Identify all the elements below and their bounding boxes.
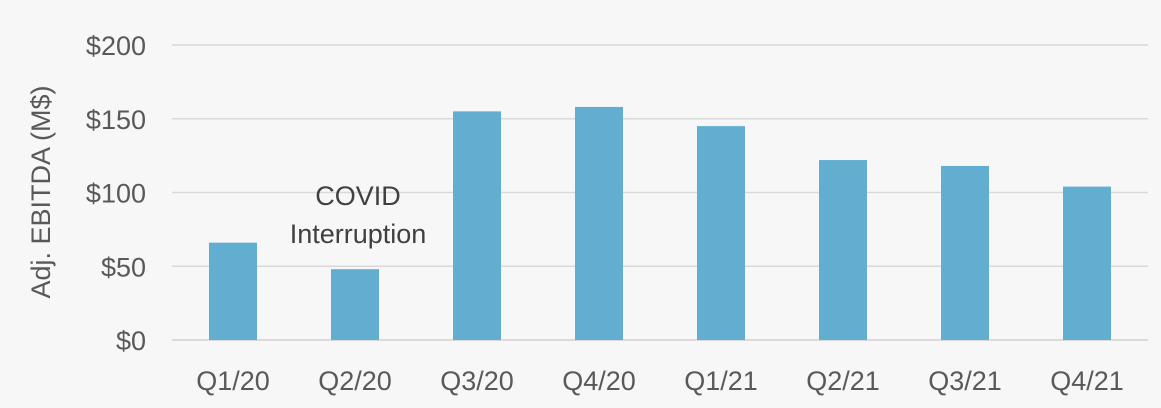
annotation-text: COVID Interruption: [290, 181, 427, 249]
y-tick-label: $150: [86, 105, 146, 135]
annotation-line: Interruption: [290, 219, 427, 249]
annotation-line: COVID: [315, 181, 401, 211]
y-tick-label: $100: [86, 179, 146, 209]
annotations: COVID Interruption: [290, 181, 427, 249]
x-axis-ticks: Q1/20 Q2/20 Q3/20 Q4/20 Q1/21 Q2/21 Q3/21 Q4/21: [196, 366, 1124, 396]
x-tick-label: Q2/20: [318, 366, 392, 396]
y-axis-title: Adj. EBITDA (M$): [26, 85, 56, 298]
x-tick-label: Q2/21: [806, 366, 880, 396]
bar: [331, 269, 379, 340]
x-tick-label: Q3/21: [928, 366, 1002, 396]
bar: [209, 242, 257, 340]
bar: [575, 106, 623, 340]
bar: [1063, 186, 1111, 340]
y-tick-label: $200: [86, 31, 146, 61]
y-tick-label: $0: [116, 326, 146, 356]
x-tick-label: Q1/20: [196, 366, 270, 396]
y-tick-label: $50: [101, 252, 146, 282]
y-axis-ticks: $0 $50 $100 $150 $200: [86, 31, 146, 356]
x-tick-label: Q3/20: [440, 366, 514, 396]
x-tick-label: Q4/20: [562, 366, 636, 396]
bars: [209, 106, 1111, 340]
bar: [819, 160, 867, 340]
bar: [453, 111, 501, 340]
bar: [941, 165, 989, 340]
bar: [697, 126, 745, 340]
x-tick-label: Q1/21: [684, 366, 758, 396]
x-tick-label: Q4/21: [1050, 366, 1124, 396]
